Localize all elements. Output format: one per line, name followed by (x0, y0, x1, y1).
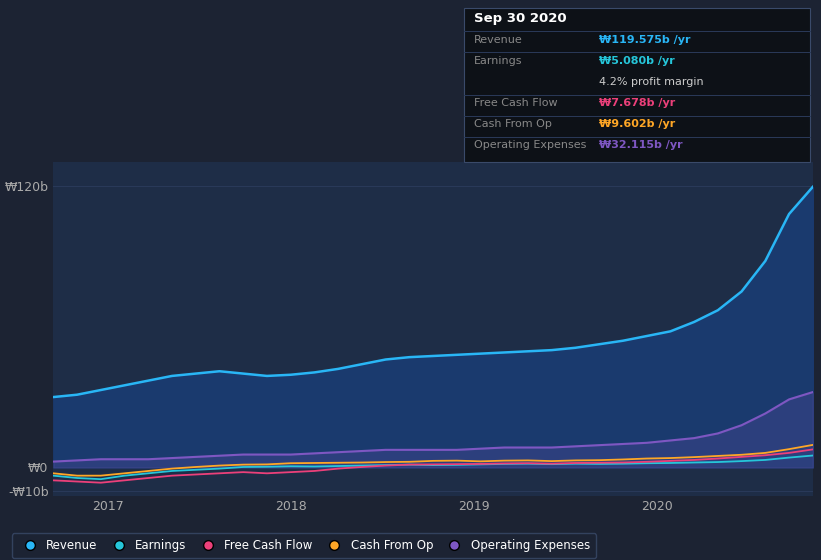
Text: Earnings: Earnings (474, 56, 522, 66)
Text: ₩32.115b /yr: ₩32.115b /yr (599, 141, 683, 151)
Text: Revenue: Revenue (474, 35, 522, 45)
Text: ₩119.575b /yr: ₩119.575b /yr (599, 35, 690, 45)
Text: Cash From Op: Cash From Op (474, 119, 552, 129)
Text: ₩5.080b /yr: ₩5.080b /yr (599, 56, 675, 66)
Text: 4.2% profit margin: 4.2% profit margin (599, 77, 704, 87)
Legend: Revenue, Earnings, Free Cash Flow, Cash From Op, Operating Expenses: Revenue, Earnings, Free Cash Flow, Cash … (12, 533, 596, 558)
Text: Free Cash Flow: Free Cash Flow (474, 98, 557, 108)
Text: Operating Expenses: Operating Expenses (474, 141, 586, 151)
Text: ₩9.602b /yr: ₩9.602b /yr (599, 119, 676, 129)
Text: Sep 30 2020: Sep 30 2020 (474, 12, 566, 25)
Text: ₩7.678b /yr: ₩7.678b /yr (599, 98, 676, 108)
